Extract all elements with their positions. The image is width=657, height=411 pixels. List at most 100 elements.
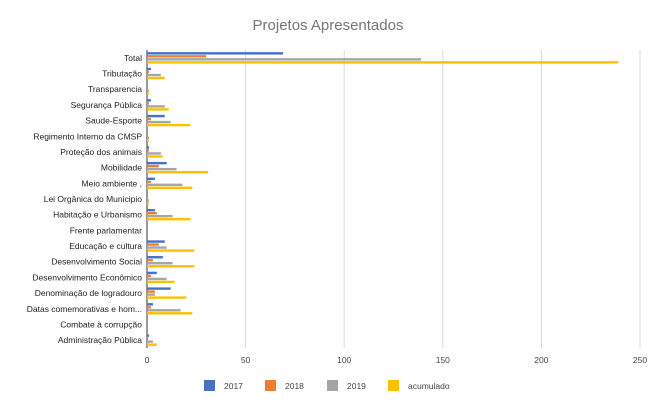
bar-2019-6 xyxy=(147,152,161,155)
bar-2019-13 xyxy=(147,262,173,265)
bar-2019-2 xyxy=(147,89,149,92)
bar-2017-12 xyxy=(147,240,165,243)
legend-swatch xyxy=(265,380,276,391)
category-label: Desenvolvimento Econômico xyxy=(32,272,142,282)
bar-acumulado-12 xyxy=(147,249,195,252)
legend-swatch xyxy=(204,380,215,391)
bar-2018-12 xyxy=(147,243,159,246)
category-label: Frente parlamentar xyxy=(70,225,142,235)
bar-2019-7 xyxy=(147,167,177,171)
bar-2018-3 xyxy=(147,102,149,105)
x-tick-label: 0 xyxy=(145,355,150,365)
category-label: Proteção dos animais xyxy=(60,147,142,157)
bar-acumulado-0 xyxy=(147,61,619,64)
bar-2017-10 xyxy=(147,208,155,212)
legend-swatch xyxy=(327,380,338,391)
bar-acumulado-3 xyxy=(147,108,169,111)
category-label: Regimento Interno da CMSP xyxy=(33,131,142,141)
bar-acumulado-4 xyxy=(147,123,191,127)
bar-2019-8 xyxy=(147,183,183,187)
bar-2019-9 xyxy=(147,199,149,202)
category-labels: Total Tributação Transparencia Segurança Pú… xyxy=(27,53,143,345)
bar-acumulado-5 xyxy=(147,139,149,142)
bar-2018-8 xyxy=(147,180,151,184)
bar-acumulado-2 xyxy=(147,92,149,95)
chart-title: Projetos Apresentados xyxy=(253,17,404,34)
bar-2017-7 xyxy=(147,161,167,165)
bar-2019-3 xyxy=(147,105,165,108)
category-label: Datas comemorativas e hom... xyxy=(27,304,142,314)
bar-2018-13 xyxy=(147,259,153,262)
x-tick-label: 250 xyxy=(633,355,647,365)
bar-2019-15 xyxy=(147,293,155,296)
bar-acumulado-16 xyxy=(147,312,193,315)
x-axis-tick-labels: 0 50 100 150 200 250 xyxy=(145,355,648,365)
gridlines xyxy=(146,50,641,348)
bar-2019-5 xyxy=(147,136,149,139)
bar-2017-1 xyxy=(147,67,151,71)
category-label: Denominação de logradouro xyxy=(35,288,143,298)
bar-2018-15 xyxy=(147,290,155,293)
bar-2017-18 xyxy=(147,334,149,337)
category-label: Habitação e Urbanismo xyxy=(53,210,142,220)
bar-2019-18 xyxy=(147,340,153,343)
category-label: Mobilidade xyxy=(101,163,142,173)
bar-acumulado-10 xyxy=(147,217,191,221)
bar-2018-0 xyxy=(147,55,207,58)
category-label: Educação e cultura xyxy=(69,241,142,251)
x-tick-label: 200 xyxy=(534,355,548,365)
bar-acumulado-6 xyxy=(147,155,163,158)
bar-2017-16 xyxy=(147,303,153,306)
bar-2019-14 xyxy=(147,277,167,281)
bar-acumulado-7 xyxy=(147,170,209,174)
bar-2018-16 xyxy=(147,306,151,309)
category-label: Segurança Pública xyxy=(71,100,143,110)
bar-2019-0 xyxy=(147,58,422,61)
bar-2017-3 xyxy=(147,99,151,102)
bar-2019-12 xyxy=(147,246,167,249)
bar-2017-6 xyxy=(147,146,149,149)
legend-swatch xyxy=(388,380,399,391)
bar-2019-16 xyxy=(147,309,181,312)
bar-2019-1 xyxy=(147,73,161,77)
bar-2017-14 xyxy=(147,271,157,275)
bar-2017-0 xyxy=(147,52,284,55)
bar-acumulado-1 xyxy=(147,76,165,80)
category-label: Combate à corrupção xyxy=(60,319,142,329)
bar-2018-6 xyxy=(147,149,149,152)
bar-2018-1 xyxy=(147,70,149,74)
bar-2018-4 xyxy=(147,117,151,121)
bar-2017-4 xyxy=(147,114,165,118)
legend-label: 2018 xyxy=(285,381,304,391)
category-label: Saude-Esporte xyxy=(85,116,142,126)
bar-2018-14 xyxy=(147,274,151,278)
legend: 2017 2018 2019 acumulado xyxy=(204,380,450,391)
bar-2017-8 xyxy=(147,177,155,181)
bar-acumulado-15 xyxy=(147,296,187,299)
bar-2019-4 xyxy=(147,120,171,124)
bar-2017-13 xyxy=(147,256,163,259)
category-label: Administração Pública xyxy=(58,335,142,345)
category-label: Total xyxy=(124,53,142,63)
category-label: Meio ambiente , xyxy=(82,178,142,188)
category-label: Transparencia xyxy=(88,84,142,94)
legend-label: acumulado xyxy=(408,381,450,391)
bar-acumulado-18 xyxy=(147,343,157,346)
x-tick-label: 50 xyxy=(241,355,251,365)
bars xyxy=(147,52,619,346)
bar-acumulado-9 xyxy=(147,202,149,205)
bar-acumulado-8 xyxy=(147,186,193,190)
legend-label: 2019 xyxy=(347,381,366,391)
bar-2017-15 xyxy=(147,287,171,290)
category-label: Desenvolvimento Social xyxy=(51,257,142,267)
bar-2018-10 xyxy=(147,211,157,215)
bar-2018-7 xyxy=(147,164,159,168)
bar-2019-10 xyxy=(147,214,173,218)
x-tick-label: 100 xyxy=(337,355,351,365)
bar-acumulado-13 xyxy=(147,265,195,268)
category-label: Tributação xyxy=(102,69,142,79)
legend-label: 2017 xyxy=(224,381,243,391)
x-tick-label: 150 xyxy=(436,355,450,365)
